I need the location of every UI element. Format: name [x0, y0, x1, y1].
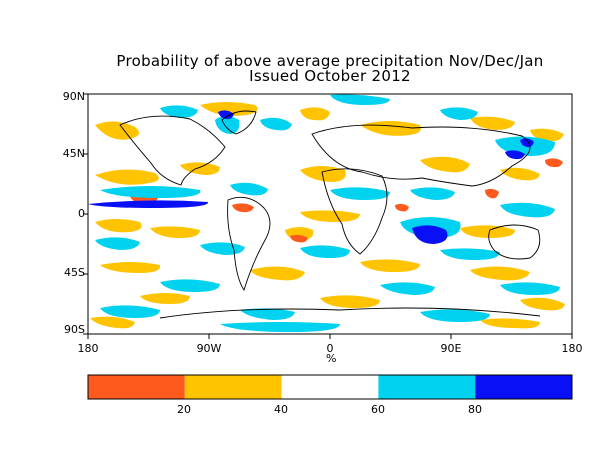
greenland-outline — [221, 110, 257, 135]
colorbar — [87, 374, 573, 400]
colorbar-bin-40-60 — [281, 375, 379, 399]
colorbar-tick-80: 80 — [468, 403, 482, 416]
lat-label-equator: 0 — [78, 207, 85, 220]
coastlines — [119, 110, 541, 319]
strongly-above-areas — [88, 110, 534, 244]
map-title: Probability of above average precipitati… — [116, 52, 544, 70]
lat-label-45n: 45N — [62, 147, 85, 160]
lat-label-45s: 45S — [64, 266, 85, 279]
africa-outline — [321, 168, 388, 255]
map-subtitle: Issued October 2012 — [249, 67, 411, 85]
colorbar-bin-60-80 — [378, 375, 476, 399]
australia-outline — [488, 224, 541, 260]
unit-label: % — [326, 352, 337, 365]
colorbar-bin-20-40 — [184, 375, 282, 399]
lon-label-90w: 90W — [196, 342, 222, 355]
colorbar-bin-80-100 — [475, 375, 572, 399]
south-america-outline — [227, 196, 271, 292]
colorbar-frame — [87, 374, 573, 400]
eurasia-outline — [311, 124, 531, 187]
lat-label-90n: 90N — [62, 90, 85, 103]
map-panel — [83, 93, 573, 339]
colorbar-tick-40: 40 — [274, 403, 288, 416]
north-america-outline — [119, 115, 226, 186]
lon-label-0: 0 — [326, 342, 334, 355]
lon-label-180-west: 180 — [77, 342, 99, 355]
colorbar-tick-60: 60 — [371, 403, 385, 416]
below-average-areas — [90, 102, 565, 329]
antarctica-outline — [159, 307, 541, 319]
colorbar-bin-0-20 — [88, 375, 185, 399]
lon-label-180-east: 180 — [561, 342, 583, 355]
axis-ticks — [83, 93, 573, 339]
lat-label-90s: 90S — [64, 323, 85, 336]
colorbar-tick-20: 20 — [177, 403, 191, 416]
lon-label-90e: 90E — [440, 342, 462, 355]
above-average-areas — [95, 94, 560, 332]
